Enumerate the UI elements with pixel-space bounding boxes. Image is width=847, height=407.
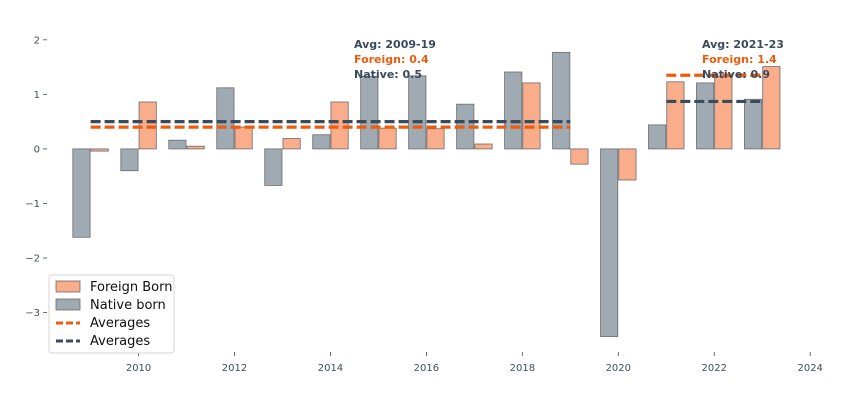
legend-swatch-native	[55, 298, 81, 311]
annotation-2009-19: Avg: 2009-19 Foreign: 0.4 Native: 0.5	[354, 38, 436, 81]
foreign-bar-2016	[426, 128, 445, 150]
native-bar-2012	[216, 87, 235, 150]
x-tick-label: 2020	[606, 363, 631, 374]
annotation-native: Native: 0.5	[354, 68, 422, 81]
native-bar-2019	[552, 51, 571, 150]
y-tick-label: −3	[25, 308, 40, 319]
native-bar-2013	[264, 148, 283, 186]
foreign-bar-2021	[666, 81, 685, 150]
foreign-bar-2009	[90, 148, 109, 152]
foreign-bar-2018	[522, 82, 541, 150]
legend-label-native-average: Averages	[90, 334, 150, 349]
foreign-bar-2020	[618, 148, 637, 181]
legend-label-foreign-average: Averages	[90, 316, 150, 331]
native-bar-2023	[744, 98, 763, 150]
foreign-bar-2012	[234, 126, 253, 150]
foreign-bar-2010	[138, 101, 157, 150]
native-bar-2018	[504, 71, 523, 150]
x-tick-label: 2024	[797, 363, 822, 374]
native-bar-2022	[696, 82, 715, 150]
legend-frame	[48, 274, 175, 354]
foreign-bar-2019	[570, 148, 589, 165]
foreign-bar-2014	[330, 101, 349, 150]
x-tick-label: 2010	[126, 363, 151, 374]
native-bar-2021	[648, 124, 667, 150]
native-bar-2015	[360, 75, 379, 150]
legend: Foreign Born Native born Averages Averag…	[48, 274, 175, 354]
foreign-bar-2022	[714, 75, 733, 150]
bars-layer	[72, 51, 781, 337]
x-tick-label: 2018	[510, 363, 535, 374]
legend-swatch-foreign	[55, 280, 81, 293]
native-bar-2016	[408, 75, 427, 150]
annotation-foreign: Foreign: 1.4	[702, 53, 777, 66]
y-tick-label: 2	[34, 35, 40, 46]
y-tick-label: −1	[25, 199, 40, 210]
foreign-bar-2015	[378, 127, 397, 150]
x-tick-label: 2012	[222, 363, 247, 374]
native-bar-2014	[312, 134, 331, 150]
legend-label-foreign: Foreign Born	[90, 280, 173, 295]
foreign-bar-2013	[282, 138, 301, 150]
axes-layer: 2010 2012 2014 2016 2018 2020 2022 2024 2 1 0 −1 −2 −…	[25, 35, 823, 374]
x-tick-label: 2022	[702, 363, 727, 374]
annotation-title: Avg: 2009-19	[354, 38, 436, 51]
y-tick-label: −2	[25, 254, 40, 265]
annotation-foreign: Foreign: 0.4	[354, 53, 429, 66]
native-bar-2020	[600, 148, 619, 337]
native-bar-2010	[120, 148, 139, 172]
x-tick-label: 2016	[414, 363, 439, 374]
legend-label-native: Native born	[90, 298, 166, 313]
foreign-bar-2023	[762, 66, 781, 150]
foreign-bar-2011	[186, 145, 205, 150]
annotation-2021-23: Avg: 2021-23 Foreign: 1.4 Native: 0.9	[702, 38, 784, 81]
annotation-native: Native: 0.9	[702, 68, 770, 81]
x-tick-label: 2014	[318, 363, 343, 374]
y-tick-label: 1	[34, 90, 40, 101]
average-lines-layer	[90, 73, 763, 129]
native-bar-2011	[168, 139, 187, 150]
y-tick-label: 0	[34, 144, 40, 155]
native-bar-2009	[72, 148, 91, 238]
annotation-title: Avg: 2021-23	[702, 38, 784, 51]
foreign-bar-2017	[474, 143, 493, 150]
